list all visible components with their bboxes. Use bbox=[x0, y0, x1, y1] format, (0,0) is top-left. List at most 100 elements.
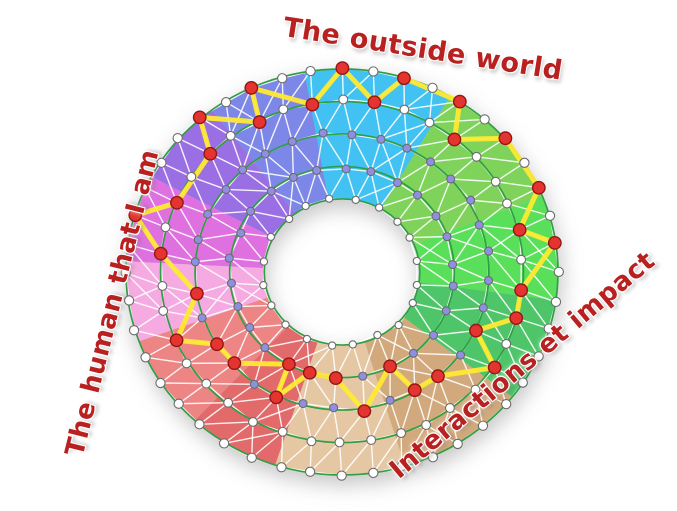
highlight-node bbox=[431, 369, 445, 384]
node bbox=[260, 343, 270, 353]
node bbox=[446, 174, 456, 184]
node bbox=[236, 228, 246, 238]
highlight-node bbox=[367, 95, 382, 110]
node bbox=[477, 420, 489, 431]
node bbox=[277, 73, 288, 84]
highlight-node bbox=[227, 356, 242, 370]
node bbox=[456, 350, 466, 360]
highlight-node bbox=[514, 283, 529, 298]
node bbox=[225, 130, 236, 141]
node bbox=[412, 280, 422, 290]
node bbox=[366, 167, 376, 177]
node bbox=[276, 462, 287, 473]
node bbox=[284, 214, 294, 224]
node bbox=[338, 94, 349, 105]
node bbox=[220, 97, 232, 108]
highlight-node bbox=[282, 357, 296, 372]
node bbox=[248, 416, 258, 427]
node bbox=[139, 181, 150, 193]
highlight-node bbox=[383, 359, 397, 374]
node bbox=[428, 330, 439, 340]
highlight-node bbox=[252, 115, 267, 129]
node bbox=[412, 256, 421, 266]
node bbox=[483, 276, 494, 286]
node bbox=[412, 190, 423, 200]
node bbox=[155, 377, 166, 389]
node bbox=[550, 296, 562, 308]
highlight-node bbox=[305, 97, 320, 112]
node bbox=[140, 352, 151, 363]
nodes bbox=[120, 61, 564, 481]
highlight-node bbox=[189, 286, 204, 301]
highlight-node bbox=[203, 146, 218, 161]
node bbox=[221, 184, 231, 195]
highlight-node bbox=[169, 333, 184, 348]
node bbox=[351, 195, 360, 205]
node bbox=[246, 452, 257, 463]
node bbox=[519, 157, 530, 168]
node bbox=[190, 257, 200, 267]
node bbox=[158, 305, 169, 316]
node bbox=[123, 295, 135, 306]
node bbox=[334, 437, 345, 448]
node bbox=[347, 130, 357, 140]
node bbox=[329, 403, 339, 413]
highlight-node bbox=[192, 110, 207, 125]
node bbox=[306, 436, 317, 447]
node bbox=[471, 151, 482, 162]
node bbox=[233, 302, 243, 312]
node bbox=[376, 134, 386, 144]
node bbox=[533, 351, 544, 362]
highlight-node bbox=[170, 195, 184, 210]
node bbox=[259, 257, 269, 266]
highlight-node bbox=[328, 371, 343, 385]
highlight-path bbox=[132, 65, 558, 414]
highlight-node bbox=[452, 94, 467, 109]
node bbox=[385, 395, 395, 405]
node bbox=[474, 220, 484, 230]
node bbox=[366, 435, 377, 445]
node bbox=[223, 397, 234, 408]
node bbox=[543, 323, 554, 334]
node bbox=[281, 320, 290, 329]
node bbox=[172, 133, 183, 144]
node bbox=[421, 420, 432, 430]
node bbox=[444, 403, 455, 413]
node bbox=[478, 303, 488, 313]
node bbox=[479, 114, 490, 125]
node bbox=[327, 341, 337, 350]
node bbox=[260, 149, 270, 159]
node bbox=[238, 165, 248, 175]
node bbox=[405, 233, 414, 242]
node bbox=[194, 419, 205, 430]
node bbox=[348, 340, 357, 349]
node bbox=[408, 348, 418, 358]
node bbox=[224, 253, 234, 263]
node bbox=[408, 298, 417, 308]
node bbox=[203, 209, 213, 219]
highlight-node bbox=[210, 337, 224, 352]
node bbox=[218, 438, 230, 449]
node bbox=[267, 301, 276, 310]
node bbox=[358, 371, 368, 381]
sector-fill bbox=[151, 109, 296, 238]
highlight-node bbox=[397, 71, 411, 86]
highlight-node bbox=[512, 222, 527, 237]
node bbox=[442, 232, 452, 242]
node bbox=[249, 379, 259, 389]
node bbox=[501, 338, 512, 349]
node bbox=[427, 82, 438, 94]
node bbox=[156, 157, 167, 168]
node bbox=[304, 466, 316, 477]
node bbox=[448, 260, 458, 270]
node bbox=[448, 281, 458, 291]
highlight-node bbox=[447, 132, 462, 147]
node bbox=[324, 194, 334, 203]
node bbox=[341, 164, 351, 174]
node bbox=[425, 157, 436, 167]
node bbox=[157, 281, 168, 291]
node bbox=[302, 334, 312, 344]
node bbox=[393, 217, 402, 226]
highlight-node bbox=[498, 131, 513, 146]
highlight-node bbox=[244, 81, 259, 95]
